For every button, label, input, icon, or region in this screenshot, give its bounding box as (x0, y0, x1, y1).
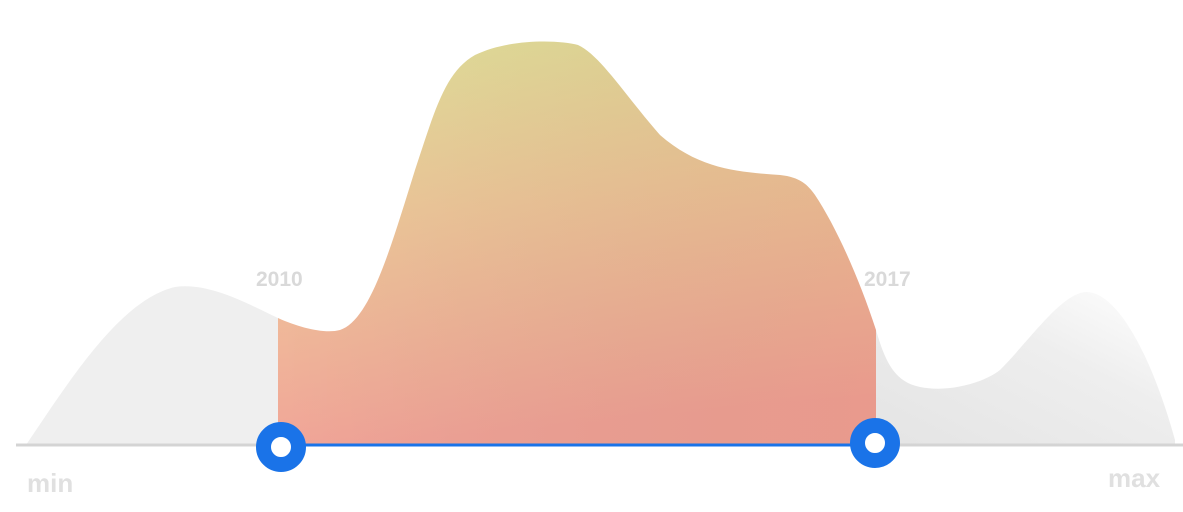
range-start-handle[interactable] (256, 422, 306, 472)
unselected-area-left (26, 286, 278, 445)
range-end-label: 2017 (864, 268, 911, 291)
range-end-handle[interactable] (850, 418, 900, 468)
min-label: min (27, 468, 74, 498)
max-label: max (1108, 463, 1161, 493)
selected-range-shade (278, 41, 876, 446)
range-start-label: 2010 (256, 268, 303, 291)
unselected-area-right (876, 291, 1175, 445)
